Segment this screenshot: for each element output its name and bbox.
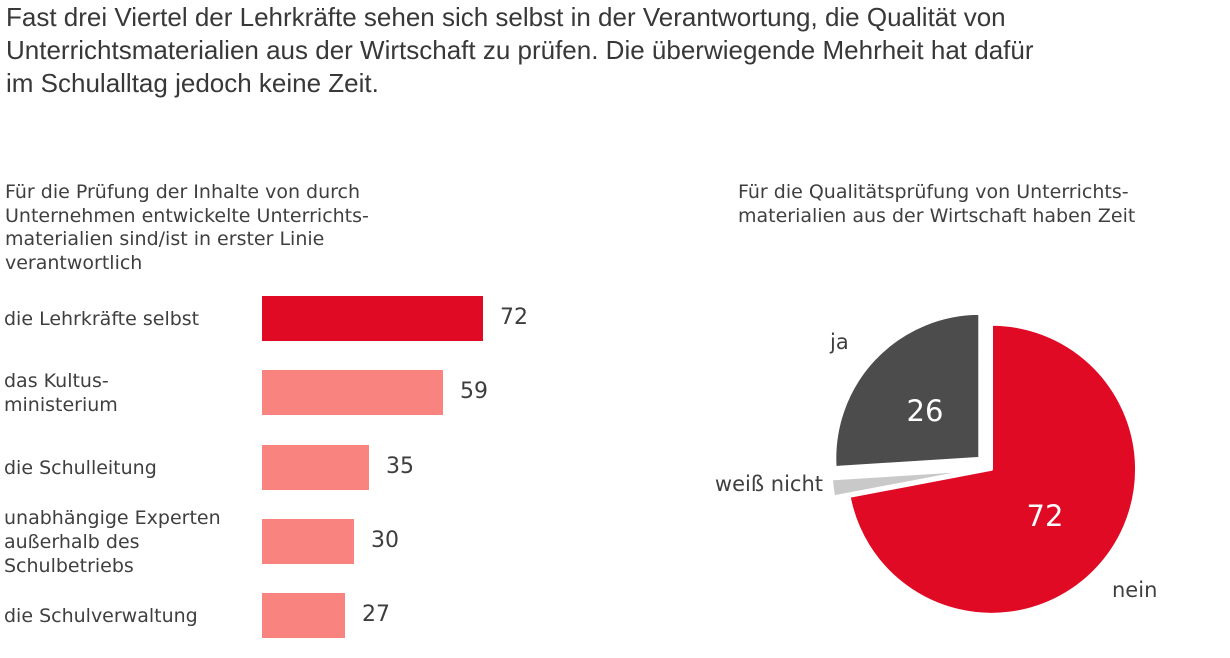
pie-chart-title-line: Für die Qualitätsprüfung von Unterrichts…	[738, 181, 1129, 203]
pie-chart-title: Für die Qualitätsprüfung von Unterrichts…	[738, 181, 1135, 228]
headline-line: Fast drei Viertel der Lehrkräfte sehen s…	[6, 2, 1006, 32]
bar-chart-title-line: verantwortlich	[5, 251, 143, 274]
pie-slice-label-nein: nein	[1112, 578, 1158, 602]
bar-value-label: 35	[386, 454, 414, 479]
pie-slice-nein	[847, 322, 1139, 616]
pie-chart-title-line: materialien aus der Wirtschaft haben Zei…	[738, 204, 1136, 227]
bar-rect	[262, 519, 354, 564]
bar-value-label: 59	[460, 379, 488, 404]
bar-value-label: 30	[371, 528, 399, 553]
headline: Fast drei Viertel der Lehrkräfte sehen s…	[6, 1, 1034, 100]
pie-slice-value-nein: 72	[1026, 499, 1064, 533]
bar-chart-title: Für die Prüfung der Inhalte von durch Un…	[5, 181, 369, 275]
bar-chart-title-line: Für die Prüfung der Inhalte von durch	[5, 181, 361, 203]
bar-chart-title-line: Unternehmen entwickelte Unterrichts-	[5, 204, 369, 227]
bar-rect	[262, 296, 483, 341]
bar-rect	[262, 370, 443, 415]
pie-slice-ja	[833, 311, 982, 469]
bar-row: die Lehrkräfte selbst 72	[0, 296, 700, 341]
bar-category-label: das Kultus-ministerium	[4, 370, 118, 416]
bar-row: das Kultus-ministerium 59	[0, 370, 700, 416]
bar-category-label: unabhängige Experten außerhalb des Schulbe…	[4, 507, 221, 577]
pie-slice-wei-nicht	[829, 468, 978, 499]
bar-row: die Schulverwaltung 27	[0, 593, 700, 638]
pie-slice-value-ja: 26	[906, 394, 944, 428]
bar-rect	[262, 445, 369, 490]
pie-slice-label-ja: ja	[830, 330, 849, 354]
bar-value-label: 72	[500, 305, 528, 330]
bar-row: die Schulleitung 35	[0, 445, 700, 490]
bar-category-label: die Lehrkräfte selbst	[4, 308, 200, 330]
pie-slice-label-weiss-nicht: weiß nicht	[714, 472, 823, 496]
bar-chart: die Lehrkräfte selbst 72 das Kultus-minist…	[0, 296, 700, 638]
bar-chart-title-line: materialien sind/ist in erster Linie	[5, 228, 325, 250]
pie-chart	[829, 311, 1139, 616]
headline-line: Unterrichtsmaterialien aus der Wirtschaf…	[6, 35, 1034, 65]
bar-category-label: die Schulleitung	[4, 457, 157, 479]
headline-line: im Schulalltag jedoch keine Zeit.	[6, 68, 379, 98]
bar-row: unabhängige Experten außerhalb des Schulbe…	[0, 507, 700, 577]
bar-category-label: die Schulverwaltung	[4, 605, 198, 627]
bar-value-label: 27	[362, 602, 390, 627]
bar-rect	[262, 593, 345, 638]
